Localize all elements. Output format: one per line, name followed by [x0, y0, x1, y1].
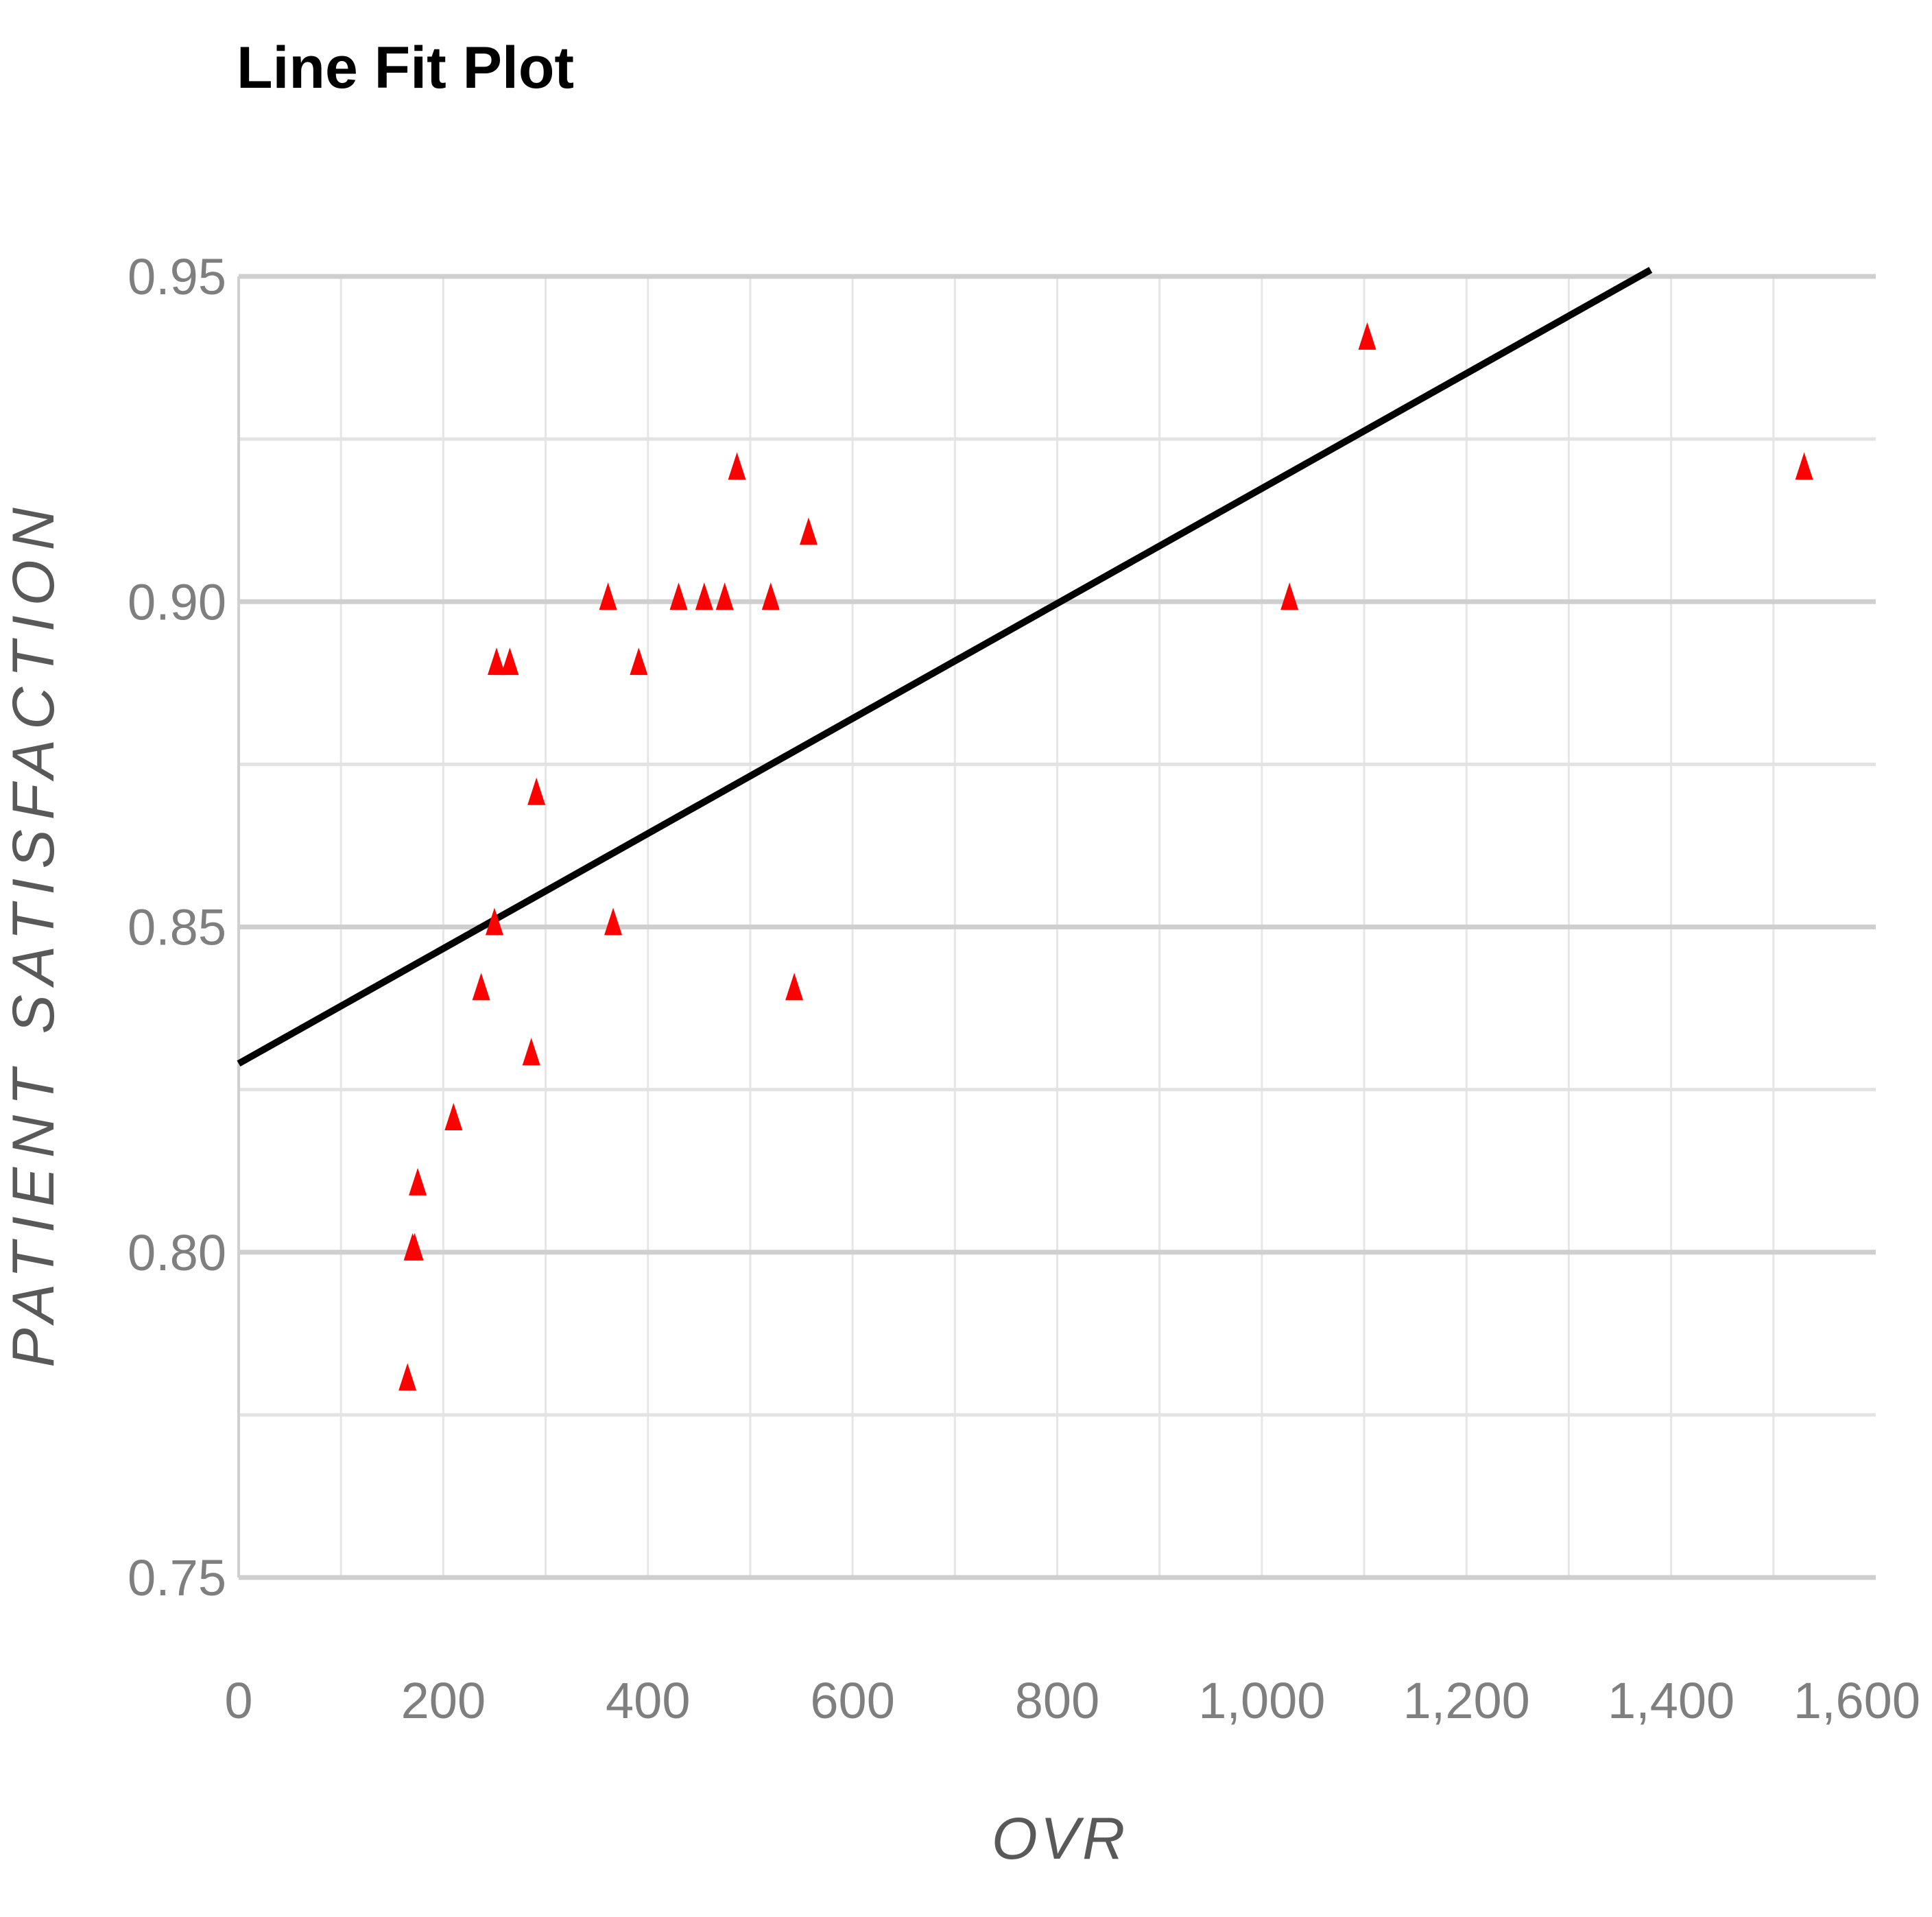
data-point-marker: [398, 1363, 417, 1391]
data-point-marker: [669, 582, 688, 610]
x-tick-label: 600: [810, 1672, 894, 1729]
y-tick-label: 0.85: [128, 899, 226, 956]
data-point-marker: [695, 582, 713, 610]
y-tick-label: 0.75: [128, 1549, 226, 1606]
y-axis-label: PATIENT SATISFACTION: [1, 498, 67, 1367]
data-point-marker: [715, 582, 734, 610]
data-point-marker: [604, 907, 623, 936]
data-point-marker: [630, 647, 648, 676]
data-point-marker: [1795, 452, 1813, 480]
x-axis-label: OVR: [992, 1806, 1128, 1872]
x-tick-labels: 0 200 400 600 800 1,000 1,200 1,400 1,600: [224, 1672, 1920, 1729]
data-point-marker: [728, 452, 746, 480]
data-point-marker: [501, 647, 519, 676]
data-point-marker: [1280, 582, 1299, 610]
y-tick-label: 0.90: [128, 573, 226, 630]
data-point-marker: [444, 1103, 463, 1131]
data-point-marker: [522, 1038, 540, 1066]
y-tick-label: 0.80: [128, 1224, 226, 1281]
y-tick-labels: 0.95 0.90 0.85 0.80 0.75: [128, 248, 226, 1606]
x-tick-label: 1,200: [1403, 1672, 1530, 1729]
data-point-marker: [487, 647, 505, 676]
data-point-marker: [599, 582, 617, 610]
data-points: [398, 322, 1813, 1391]
y-tick-label: 0.95: [128, 248, 226, 305]
fit-line-group: [237, 267, 1653, 1067]
data-point-marker: [409, 1167, 427, 1195]
data-point-marker: [1358, 322, 1376, 350]
data-point-marker: [527, 777, 546, 805]
data-point-marker: [405, 1233, 424, 1261]
plot-grid: [239, 274, 1876, 1580]
x-tick-label: 1,000: [1198, 1672, 1325, 1729]
x-tick-label: 200: [401, 1672, 486, 1729]
x-tick-label: 800: [1015, 1672, 1099, 1729]
data-point-marker: [472, 973, 490, 1001]
chart-title: Line Fit Plot: [237, 35, 574, 101]
data-point-marker: [761, 582, 780, 610]
x-tick-label: 1,600: [1793, 1672, 1920, 1729]
data-point-marker: [785, 973, 804, 1001]
fit-line: [237, 267, 1653, 1067]
data-point-marker: [485, 907, 503, 936]
x-tick-label: 400: [606, 1672, 690, 1729]
x-tick-label: 0: [224, 1672, 252, 1729]
data-point-marker: [799, 517, 818, 545]
x-tick-label: 1,400: [1608, 1672, 1734, 1729]
